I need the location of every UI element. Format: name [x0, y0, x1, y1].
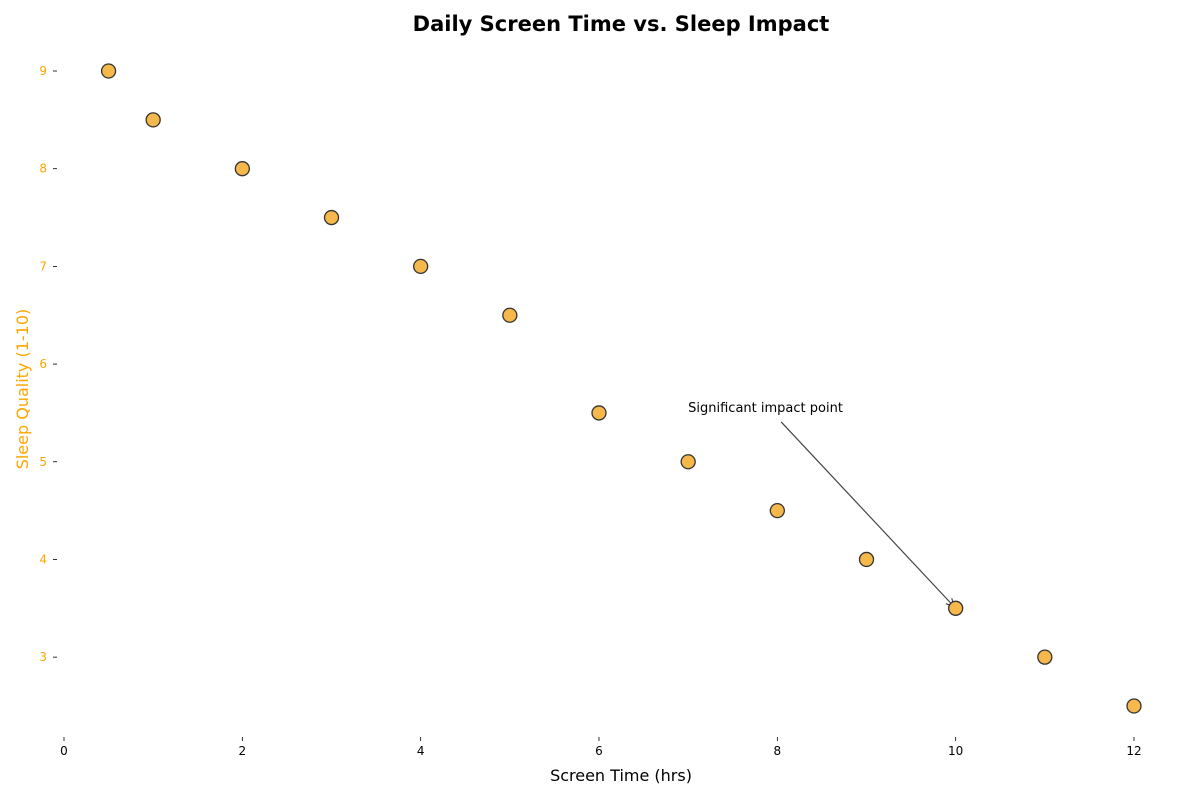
data-point: [234, 161, 250, 177]
data-point: [858, 551, 875, 568]
data-point: [769, 502, 785, 519]
x-axis-label: Screen Time (hrs): [550, 766, 692, 785]
data-point: [591, 405, 607, 421]
y-tick-label: 4: [39, 552, 47, 566]
x-tick-label: 6: [595, 744, 603, 758]
data-point: [948, 600, 964, 616]
x-tick-label: 10: [948, 744, 963, 758]
y-tick-label: 8: [39, 162, 47, 176]
annotation-text: Significant impact point: [688, 401, 843, 416]
y-tick-label: 6: [39, 357, 47, 371]
annotation: Significant impact point: [688, 401, 956, 608]
x-axis-ticks: 0 2 4 6 8 10 12: [60, 737, 1142, 758]
data-point: [413, 258, 429, 275]
x-tick-label: 2: [239, 744, 247, 758]
x-tick-label: 4: [417, 744, 425, 758]
data-point: [1037, 649, 1053, 665]
x-tick-label: 8: [774, 744, 782, 758]
data-point: [323, 209, 340, 226]
x-tick-label: 12: [1126, 744, 1141, 758]
annotation-arrow: [780, 421, 955, 608]
data-point: [502, 307, 518, 323]
y-tick-label: 5: [39, 455, 47, 469]
y-axis-ticks: 3 4 5 6 7 8 9: [39, 64, 57, 664]
y-tick-label: 9: [39, 64, 47, 78]
data-point: [145, 112, 161, 128]
x-tick-label: 0: [60, 744, 68, 758]
data-point: [680, 454, 696, 470]
chart-title: Daily Screen Time vs. Sleep Impact: [413, 12, 830, 36]
data-point: [100, 63, 117, 79]
data-point: [1126, 698, 1142, 714]
y-tick-label: 7: [39, 259, 47, 273]
data-points: [100, 63, 1142, 714]
y-axis-label: Sleep Quality (1-10): [13, 309, 32, 470]
y-tick-label: 3: [39, 650, 47, 664]
